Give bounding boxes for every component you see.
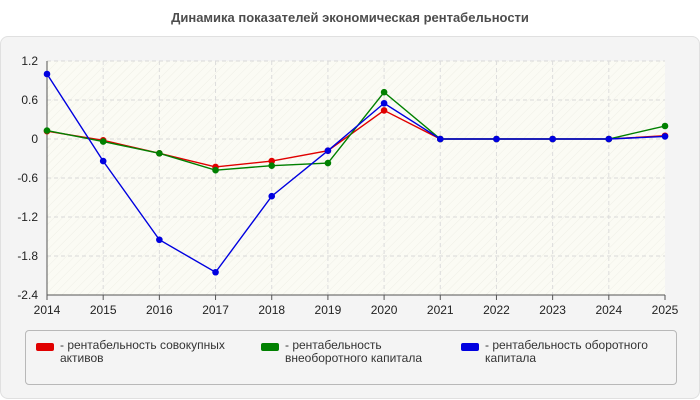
y-tick-label: -2.4 <box>17 288 38 302</box>
y-tick-label: -1.8 <box>17 249 38 263</box>
y-tick-label: 0.6 <box>21 93 38 107</box>
data-point-2 <box>43 70 51 78</box>
data-point-1 <box>212 166 219 174</box>
data-point-1 <box>324 159 332 167</box>
chart-title: Динамика показателей экономическая рента… <box>171 10 529 25</box>
legend-swatch-assets <box>36 343 54 351</box>
data-point-1 <box>43 127 51 134</box>
data-point-2 <box>268 192 276 200</box>
x-tick-label: 2016 <box>146 303 173 317</box>
data-point-2 <box>156 236 163 244</box>
x-tick-label: 2024 <box>595 303 622 317</box>
legend-swatch-fixed-capital <box>261 343 279 351</box>
data-point-2 <box>549 135 556 143</box>
x-tick-label: 2025 <box>652 303 679 317</box>
x-tick-label: 2019 <box>315 303 342 317</box>
legend-label-fixed-capital: - рентабельность внеоборотного капитала <box>285 338 422 365</box>
data-point-2 <box>661 133 669 140</box>
legend-swatch-working-capital <box>461 343 479 351</box>
x-tick-label: 2017 <box>202 303 229 317</box>
y-tick-label: 1.2 <box>21 54 38 68</box>
data-point-2 <box>493 135 500 143</box>
data-point-2 <box>380 99 388 107</box>
series-line-2 <box>46 73 666 274</box>
legend-label-working-capital: - рентабельность оборотного капитала <box>485 338 648 365</box>
data-point-2 <box>436 135 444 143</box>
x-tick-label: 2015 <box>90 303 117 317</box>
y-tick-label: 0 <box>31 132 38 146</box>
data-point-1 <box>99 138 107 145</box>
data-point-1 <box>268 162 276 169</box>
data-point-1 <box>661 122 669 130</box>
x-tick-label: 2018 <box>258 303 285 317</box>
data-point-1 <box>156 150 163 157</box>
x-tick-label: 2014 <box>34 303 61 317</box>
legend-label-assets: - рентабельность совокупных активов <box>60 338 225 365</box>
data-point-2 <box>605 135 613 143</box>
y-tick-label: -0.6 <box>17 171 38 185</box>
data-point-2 <box>212 268 219 276</box>
y-tick-label: -1.2 <box>17 210 38 224</box>
data-point-0 <box>380 107 388 114</box>
data-point-0 <box>268 157 276 165</box>
data-point-1 <box>380 88 388 96</box>
chart-legend: - рентабельность совокупных активов - ре… <box>25 330 677 385</box>
data-point-2 <box>99 157 107 165</box>
x-tick-label: 2020 <box>371 303 398 317</box>
x-tick-label: 2021 <box>427 303 454 317</box>
data-point-2 <box>324 147 332 154</box>
x-tick-label: 2023 <box>539 303 566 317</box>
x-tick-label: 2022 <box>483 303 510 317</box>
